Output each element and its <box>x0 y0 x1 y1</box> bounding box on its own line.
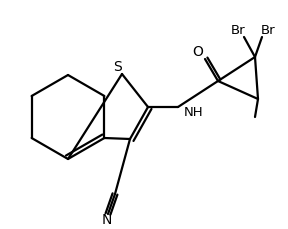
Text: O: O <box>193 45 203 59</box>
Text: NH: NH <box>184 106 204 119</box>
Text: Br: Br <box>231 23 245 36</box>
Text: Br: Br <box>261 23 275 36</box>
Text: N: N <box>102 212 112 226</box>
Text: S: S <box>114 60 122 74</box>
